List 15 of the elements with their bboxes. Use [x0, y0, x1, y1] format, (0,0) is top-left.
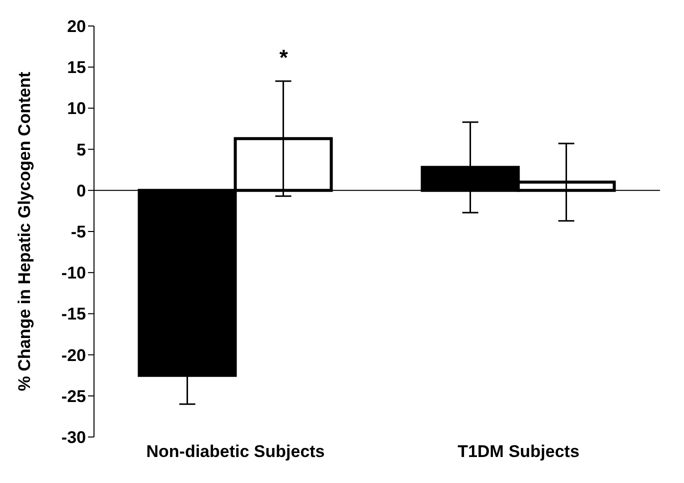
y-tick-label: -15 — [61, 304, 86, 324]
y-tick-label: -25 — [61, 386, 86, 406]
x-tick-label: Non-diabetic Subjects — [146, 442, 325, 462]
x-tick-label: T1DM Subjects — [458, 442, 580, 462]
y-tick-label: -30 — [61, 428, 86, 448]
y-tick-label: -5 — [70, 222, 86, 242]
y-tick-label: 20 — [67, 17, 86, 36]
y-tick-label: 15 — [67, 58, 86, 78]
y-tick-label: 0 — [76, 181, 86, 200]
y-tick-label: 10 — [67, 99, 86, 118]
annotation: * — [279, 44, 288, 70]
y-tick-label: -20 — [61, 346, 86, 365]
y-tick-label: 5 — [76, 140, 86, 160]
y-axis-title: % Change in Hepatic Glycogen Content — [15, 72, 34, 392]
y-tick-label: -10 — [61, 264, 86, 283]
